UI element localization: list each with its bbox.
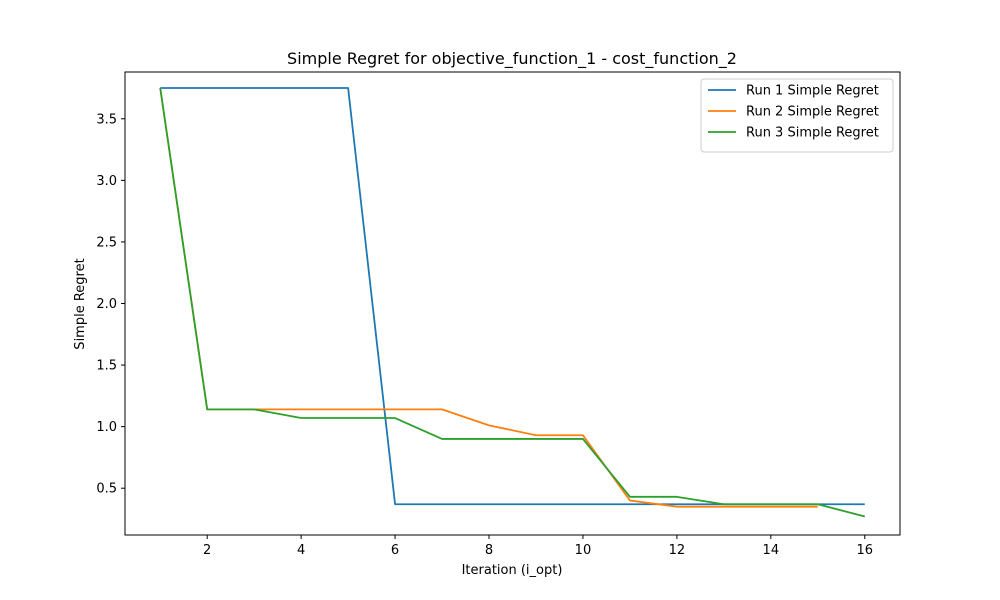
x-tick-label: 16 xyxy=(856,543,873,558)
x-tick-label: 6 xyxy=(391,543,399,558)
y-tick-label: 2.5 xyxy=(96,235,117,250)
x-tick-label: 12 xyxy=(669,543,686,558)
legend-label-run-3: Run 3 Simple Regret xyxy=(746,126,879,141)
y-axis-ticks: 0.5 1.0 1.5 2.0 2.5 3.0 3.5 xyxy=(96,112,125,497)
series-lines xyxy=(159,87,865,518)
x-tick-label: 14 xyxy=(763,543,780,558)
legend-label-run-1: Run 1 Simple Regret xyxy=(746,84,879,99)
y-tick-label: 2.0 xyxy=(96,297,117,312)
legend: Run 1 Simple Regret Run 2 Simple Regret Ru… xyxy=(700,78,894,153)
y-tick-label: 0.5 xyxy=(96,482,117,497)
x-axis-label: Iteration (i_opt) xyxy=(462,563,563,578)
x-tick-label: 4 xyxy=(297,543,305,558)
y-tick-label: 3.0 xyxy=(96,174,117,189)
y-axis-label: Simple Regret xyxy=(73,258,88,349)
x-tick-label: 8 xyxy=(485,543,493,558)
x-tick-label: 10 xyxy=(575,543,592,558)
chart-title: Simple Regret for objective_function_1 -… xyxy=(287,49,737,69)
y-tick-label: 3.5 xyxy=(96,112,117,127)
series-line-run-2 xyxy=(159,87,818,508)
x-axis-ticks: 2 4 6 8 10 12 14 16 xyxy=(203,535,873,558)
y-tick-label: 1.0 xyxy=(96,420,117,435)
x-tick-label: 2 xyxy=(203,543,211,558)
series-line-run-3 xyxy=(159,87,865,518)
legend-box xyxy=(700,78,894,153)
legend-label-run-2: Run 2 Simple Regret xyxy=(746,105,879,120)
y-tick-label: 1.5 xyxy=(96,359,117,374)
